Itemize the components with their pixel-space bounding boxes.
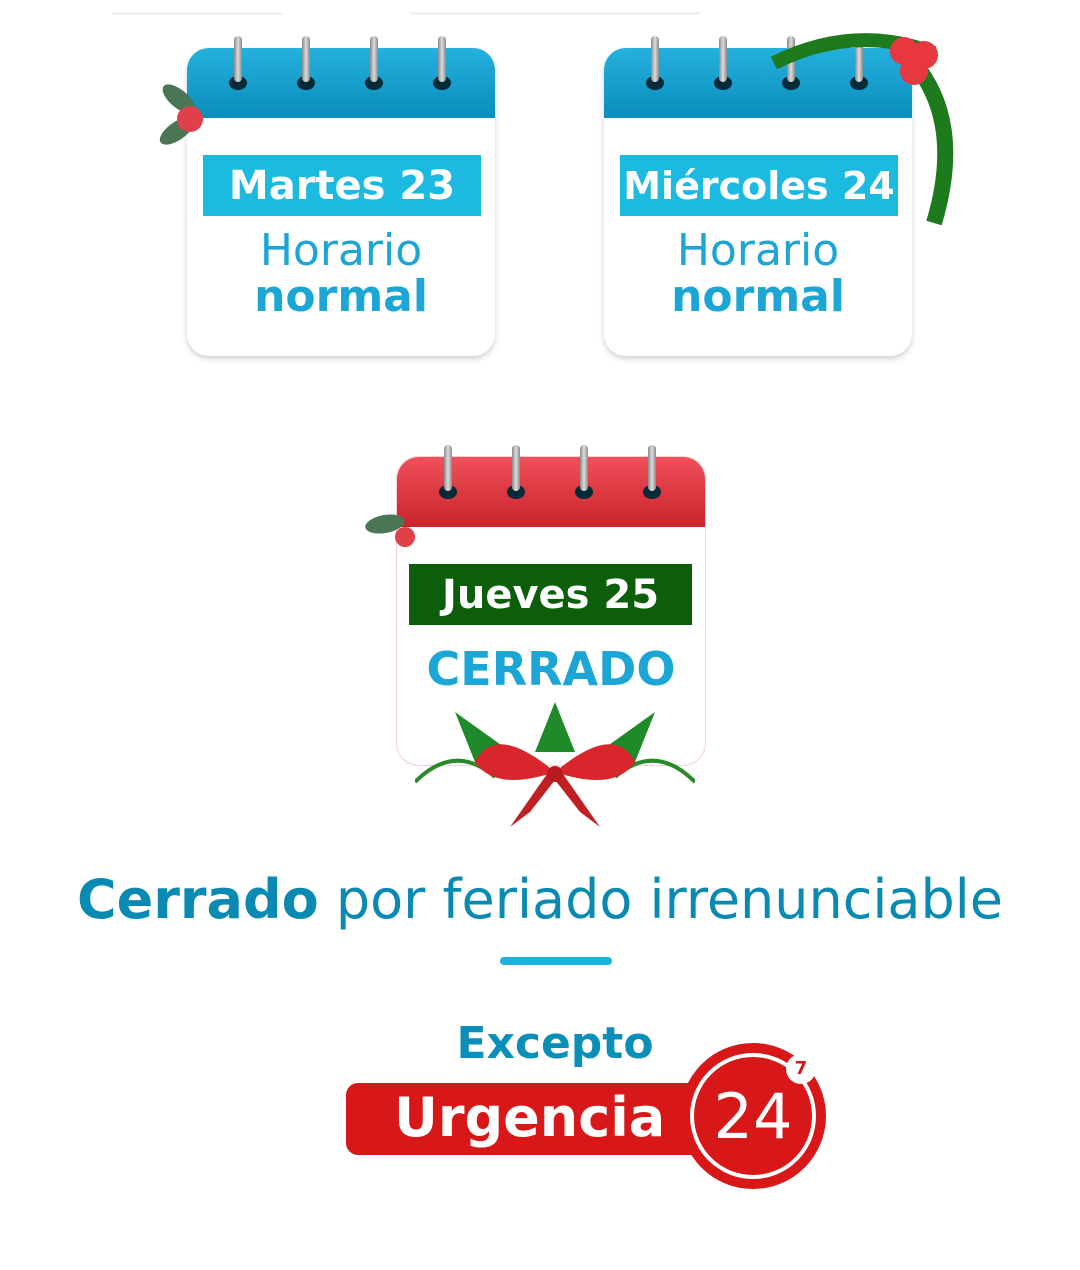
ring-icon	[719, 36, 727, 82]
ring-hole	[643, 485, 661, 499]
ring-hole	[229, 76, 247, 90]
schedule-line2: normal	[254, 271, 428, 322]
calendar-martes: Martes 23 Horario normal	[155, 36, 495, 356]
calendar-jueves: Jueves 25 CERRADO	[363, 445, 705, 827]
ring-hole	[575, 485, 593, 499]
ring-hole	[646, 76, 664, 90]
ring-hole	[297, 76, 315, 90]
urgencia-brand: Urgencia	[394, 1086, 666, 1149]
schedule-line2: normal	[671, 271, 845, 322]
ring-icon	[648, 445, 656, 491]
urgencia-24-number: 24	[690, 1053, 816, 1179]
ring-icon	[234, 36, 242, 82]
urgencia-7-superscript: 7	[786, 1054, 816, 1084]
holly-garland-icon	[770, 33, 954, 226]
closure-message-bold: Cerrado	[76, 868, 319, 931]
day-label: Martes 23	[203, 155, 481, 216]
ring-hole	[439, 485, 457, 499]
schedule-line1: Horario	[676, 225, 840, 276]
calendar-miercoles: Miércoles 24 Horario normal	[604, 33, 954, 356]
ring-hole	[714, 76, 732, 90]
ring-icon	[651, 36, 659, 82]
status-closed: CERRADO	[426, 642, 676, 696]
divider	[112, 12, 282, 15]
ring-hole	[365, 76, 383, 90]
ring-hole	[782, 76, 800, 90]
holly-berry-icon	[177, 106, 203, 132]
holly-berry-icon	[395, 527, 415, 547]
accent-divider	[500, 957, 612, 965]
closure-message: Cerrado por feriado irrenunciable	[0, 868, 1080, 931]
holly-bow-icon	[415, 702, 695, 827]
ring-hole	[850, 76, 868, 90]
ring-icon	[512, 445, 520, 491]
day-label: Miércoles 24	[620, 155, 898, 216]
urgencia-logo: Urgencia	[346, 1083, 726, 1155]
ring-icon	[855, 36, 863, 82]
divider	[410, 12, 700, 15]
ring-icon	[444, 445, 452, 491]
schedule-line1: Horario	[259, 225, 423, 276]
closure-message-rest: por feriado irrenunciable	[318, 868, 1004, 931]
day-label: Jueves 25	[409, 564, 692, 625]
ring-icon	[302, 36, 310, 82]
ring-icon	[370, 36, 378, 82]
ring-icon	[580, 445, 588, 491]
ring-hole	[507, 485, 525, 499]
ring-hole	[433, 76, 451, 90]
ring-icon	[438, 36, 446, 82]
exception-label: Excepto	[456, 1018, 654, 1069]
